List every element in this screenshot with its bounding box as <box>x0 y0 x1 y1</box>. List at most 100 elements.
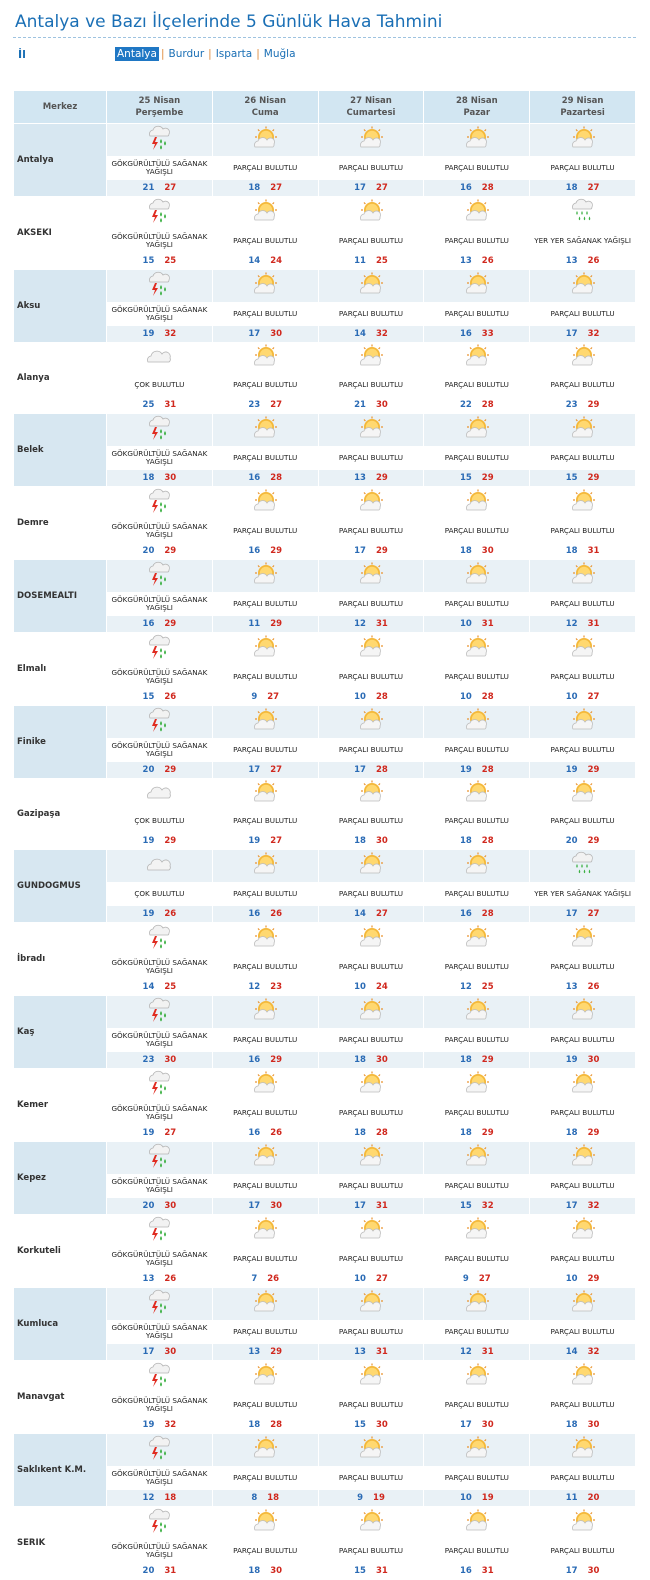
forecast-icon-cell <box>213 779 318 809</box>
table-row: Demre <box>14 487 635 528</box>
min-temperature: 15 <box>565 473 578 483</box>
forecast-icon-cell <box>530 414 635 446</box>
max-temperature: 29 <box>587 1128 600 1138</box>
forecast-condition: PARÇALI BULUTLU <box>233 1034 298 1044</box>
min-temperature: 10 <box>565 692 578 702</box>
table-row: Finike <box>14 706 635 778</box>
min-temperature: 15 <box>459 473 472 483</box>
max-temperature: 29 <box>587 765 600 775</box>
forecast-temperatures: 16 31 <box>424 1563 529 1579</box>
province-link[interactable]: Isparta <box>215 48 253 60</box>
province-link[interactable]: Antalya <box>115 47 159 61</box>
max-temperature: 26 <box>587 982 600 992</box>
forecast-icon-cell <box>530 1069 635 1101</box>
forecast-icon-cell <box>212 560 318 592</box>
min-temperature: 16 <box>248 909 261 919</box>
forecast-icon-cell <box>213 1361 318 1393</box>
min-temperature: 17 <box>565 1566 578 1576</box>
district-name: Elmalı <box>17 664 47 674</box>
forecast-temperatures: 10 27 <box>319 1271 424 1287</box>
forecast-temperatures: 10 27 <box>530 689 635 705</box>
thunderstorm-rain-icon <box>145 1288 173 1320</box>
forecast-condition: PARÇALI BULUTLU <box>550 525 615 535</box>
forecast-icon-cell <box>107 1361 212 1393</box>
forecast-icon-cell <box>424 1288 530 1320</box>
min-temperature: 17 <box>142 1347 155 1357</box>
min-temperature: 25 <box>142 400 155 410</box>
forecast-condition: PARÇALI BULUTLU <box>233 1253 298 1263</box>
forecast-icon-cell <box>107 996 212 1028</box>
max-temperature: 29 <box>270 619 283 629</box>
min-temperature: 12 <box>142 1493 155 1503</box>
max-temperature: 27 <box>587 692 600 702</box>
forecast-condition: PARÇALI BULUTLU <box>444 598 509 608</box>
max-temperature: 31 <box>375 1201 388 1211</box>
forecast-temperatures: 17 27 <box>318 180 424 196</box>
province-link[interactable]: Muğla <box>263 48 296 60</box>
min-temperature: 16 <box>459 1566 472 1576</box>
forecast-temperatures: 18 29 <box>424 1125 529 1141</box>
showers-icon <box>569 850 597 882</box>
table-row: 20 29 17 27 17 28 19 28 19 29 <box>14 762 635 778</box>
forecast-condition: PARÇALI BULUTLU <box>550 308 615 318</box>
partly-cloudy-icon <box>357 1290 385 1318</box>
forecast-temperatures: 14 27 <box>318 906 424 922</box>
thunderstorm-rain-icon <box>145 197 173 229</box>
min-temperature: 20 <box>565 836 578 846</box>
min-temperature: 19 <box>459 765 472 775</box>
max-temperature: 30 <box>375 1055 388 1065</box>
forecast-temperatures: 12 18 <box>107 1490 212 1506</box>
forecast-temperatures: 18 30 <box>213 1563 318 1579</box>
forecast-icon-cell <box>213 1069 318 1101</box>
max-temperature: 31 <box>587 546 600 556</box>
min-temperature: 18 <box>565 1128 578 1138</box>
partly-cloudy-icon <box>569 344 597 372</box>
forecast-temperatures: 21 27 <box>107 180 212 196</box>
max-temperature: 28 <box>481 765 494 775</box>
table-row: Alanya <box>14 343 635 383</box>
table-row: GÖKGÜRÜLTÜLÜ SAĞANAK YAĞIŞLI PARÇALI BULU… <box>14 739 635 761</box>
forecast-temperatures: 21 30 <box>319 397 424 413</box>
province-link[interactable]: Burdur <box>168 48 205 60</box>
min-temperature: 20 <box>142 546 155 556</box>
table-row: 19 32 18 28 15 30 17 30 18 30 <box>14 1417 635 1433</box>
min-temperature: 12 <box>459 982 472 992</box>
partly-cloudy-icon <box>357 635 385 663</box>
min-temperature: 17 <box>248 765 261 775</box>
table-row: Gazipaşa <box>14 779 635 819</box>
table-row: GÖKGÜRÜLTÜLÜ SAĞANAK YAĞIŞLI PARÇALI BULU… <box>14 666 635 688</box>
forecast-temperatures: 15 31 <box>319 1563 424 1579</box>
district-name: Kemer <box>17 1100 49 1110</box>
table-row: Saklıkent K.M. <box>14 1434 635 1506</box>
partly-cloudy-icon <box>569 1217 597 1245</box>
partly-cloudy-icon <box>569 1363 597 1391</box>
partly-cloudy-icon <box>569 272 597 300</box>
forecast-condition: PARÇALI BULUTLU <box>338 235 404 245</box>
max-temperature: 26 <box>267 1274 280 1284</box>
forecast-temperatures: 9 27 <box>424 1271 529 1287</box>
forecast-temperatures: 10 28 <box>319 689 424 705</box>
forecast-temperatures: 18 28 <box>319 1125 424 1141</box>
forecast-temperatures: 22 28 <box>424 397 529 413</box>
forecast-condition: PARÇALI BULUTLU <box>233 1107 298 1117</box>
partly-cloudy-icon <box>463 1071 491 1099</box>
max-temperature: 27 <box>270 765 283 775</box>
partly-cloudy-icon <box>251 272 279 300</box>
partly-cloudy-icon <box>569 1509 597 1537</box>
min-temperature: 23 <box>565 400 578 410</box>
forecast-temperatures: 11 25 <box>319 253 424 269</box>
day-date: 27 Nisan <box>350 96 392 106</box>
partly-cloudy-icon <box>251 925 279 953</box>
thunderstorm-rain-icon <box>145 633 173 665</box>
forecast-icon-cell <box>213 343 318 373</box>
province-selector: Antalya | Burdur | Isparta | Muğla <box>115 47 298 61</box>
partly-cloudy-icon <box>357 852 385 880</box>
forecast-condition: PARÇALI BULUTLU <box>233 308 298 318</box>
forecast-condition: PARÇALI BULUTLU <box>444 1253 509 1263</box>
table-row: ÇOK BULUTLU PARÇALI BULUTLU PARÇALI BULUTL… <box>14 810 635 832</box>
min-temperature: 18 <box>248 1420 261 1430</box>
forecast-temperatures: 12 31 <box>530 616 635 632</box>
forecast-condition: GÖKGÜRÜLTÜLÜ SAĞANAK YAĞIŞLI <box>111 158 208 176</box>
table-header-row: Merkez 25 Nisan Perşembe 26 Nisan Cuma 27 Ni… <box>14 91 635 123</box>
forecast-condition: PARÇALI BULUTLU <box>444 308 509 318</box>
